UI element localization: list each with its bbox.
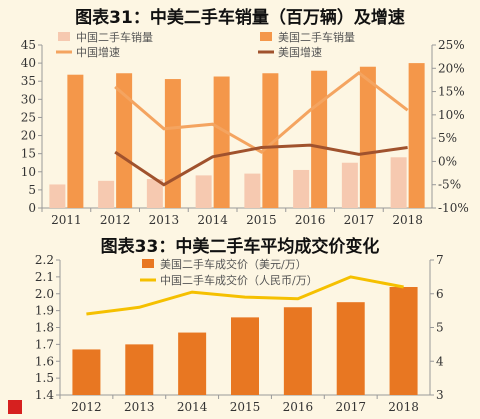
y-tick-label: 10 xyxy=(21,165,36,179)
bar-0 xyxy=(125,344,154,395)
legend-label: 中国二手车成交价（人民币/万） xyxy=(160,273,318,287)
x-tick-label: 2013 xyxy=(149,213,180,227)
bar-0 xyxy=(341,162,358,208)
bar-0 xyxy=(336,302,365,395)
bar-1 xyxy=(311,70,328,208)
bar-0 xyxy=(293,169,310,208)
bar-1 xyxy=(116,73,133,209)
y-tick-label: 45 xyxy=(21,38,36,52)
legend-label: 美国增速 xyxy=(278,45,322,59)
bar-0 xyxy=(195,175,212,208)
x-tick-label: 2012 xyxy=(71,400,102,414)
bar-1 xyxy=(262,73,279,209)
y2-tick-label: 6 xyxy=(436,287,444,301)
y-tick-label: 15 xyxy=(21,147,36,161)
bar-1 xyxy=(67,74,84,208)
y2-tick-label: 7 xyxy=(436,255,444,267)
y2-tick-label: 5% xyxy=(438,131,457,145)
x-tick-label: 2017 xyxy=(335,400,366,414)
legend-swatch xyxy=(142,259,154,268)
bar-1 xyxy=(164,79,181,208)
y2-tick-label: 25% xyxy=(438,38,465,52)
y-tick-label: 1.4 xyxy=(35,388,54,402)
y2-tick-label: 4 xyxy=(436,354,444,368)
x-tick-label: 2011 xyxy=(51,213,82,227)
bar-0 xyxy=(146,179,163,208)
chart1-title: 图表31：中美二手车销量（百万辆）及增速 xyxy=(75,8,405,28)
bar-0 xyxy=(98,180,115,208)
y-tick-label: 40 xyxy=(21,56,36,70)
bar-0 xyxy=(72,349,101,395)
x-tick-label: 2014 xyxy=(177,400,208,414)
y-tick-label: 1.5 xyxy=(35,371,54,385)
chart2-title: 图表33：中美二手车平均成交价变化 xyxy=(100,237,380,257)
x-tick-label: 2016 xyxy=(283,400,314,414)
legend-swatch xyxy=(58,32,70,41)
y-tick-label: 20 xyxy=(21,129,36,143)
y2-tick-label: -5% xyxy=(438,178,461,192)
bar-1 xyxy=(213,76,230,208)
y-tick-label: 25 xyxy=(21,110,36,124)
bar-1 xyxy=(408,63,425,208)
x-tick-label: 2018 xyxy=(388,400,419,414)
y2-tick-label: 20% xyxy=(438,61,465,75)
red-square-marker xyxy=(8,400,22,414)
x-tick-label: 2016 xyxy=(295,213,326,227)
y-tick-label: 2.2 xyxy=(35,255,54,267)
legend-label: 中国增速 xyxy=(76,45,120,59)
y-tick-label: 1.7 xyxy=(35,337,54,351)
y-tick-label: 5 xyxy=(28,183,36,197)
bar-0 xyxy=(49,184,66,208)
x-tick-label: 2015 xyxy=(230,400,261,414)
y2-tick-label: 5 xyxy=(436,321,444,335)
legend-label: 美国二手车成交价（美元/万） xyxy=(160,257,307,271)
legend-label: 美国二手车销量 xyxy=(278,30,355,44)
bar-0 xyxy=(389,287,418,395)
y-tick-label: 1.8 xyxy=(35,321,54,335)
y2-tick-label: 15% xyxy=(438,85,465,99)
y-tick-label: 1.9 xyxy=(35,304,54,318)
x-tick-label: 2012 xyxy=(100,213,131,227)
y2-tick-label: 0% xyxy=(438,154,457,168)
x-tick-label: 2015 xyxy=(246,213,277,227)
y2-tick-label: -10% xyxy=(438,201,469,215)
legend-label: 中国二手车销量 xyxy=(76,30,153,44)
y2-tick-label: 3 xyxy=(436,388,444,402)
avg-price-chart: 1.4 1.5 1.6 1.7 1.8 1.9 2.0 2.1 2.2 3 4 5 6 7 2012 2013… xyxy=(35,255,444,414)
y-tick-label: 0 xyxy=(28,201,36,215)
y-tick-label: 1.6 xyxy=(35,354,54,368)
y-tick-label: 30 xyxy=(21,92,36,106)
bar-0 xyxy=(390,157,407,208)
y-tick-label: 2.0 xyxy=(35,287,54,301)
x-tick-label: 2018 xyxy=(392,213,423,227)
y2-tick-label: 10% xyxy=(438,108,465,122)
line-series-0 xyxy=(86,275,404,316)
bar-0 xyxy=(283,307,312,395)
bar-0 xyxy=(178,332,207,395)
line-series-1 xyxy=(114,143,408,187)
sales-growth-chart: 0 5 10 15 20 25 30 35 40 45 -10% -5% 0% 5% 10% 15% 20% 25… xyxy=(21,30,469,227)
line-series-0 xyxy=(114,71,409,154)
x-tick-label: 2013 xyxy=(124,400,155,414)
bar-1 xyxy=(359,66,376,208)
x-tick-label: 2014 xyxy=(197,213,228,227)
y-tick-label: 2.1 xyxy=(35,270,54,284)
y-tick-label: 35 xyxy=(21,74,36,88)
bar-0 xyxy=(231,317,259,395)
x-tick-label: 2017 xyxy=(344,213,375,227)
bar-0 xyxy=(244,173,261,208)
legend-swatch xyxy=(260,32,272,41)
